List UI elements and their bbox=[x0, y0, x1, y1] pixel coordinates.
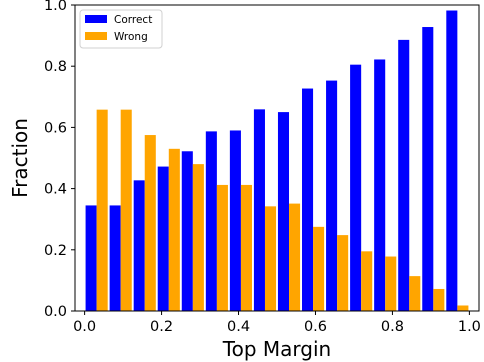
bar-correct-10 bbox=[326, 80, 338, 311]
y-tick-label: 0.4 bbox=[44, 182, 67, 198]
bar-wrong-0 bbox=[96, 109, 108, 312]
y-tick-label: 0.2 bbox=[44, 243, 67, 259]
x-tick-label: 0.2 bbox=[150, 319, 173, 335]
bar-wrong-9 bbox=[313, 226, 325, 311]
y-tick-label: 1.0 bbox=[44, 0, 67, 14]
y-axis-ticks: 0.0 0.2 0.4 0.6 0.8 1.0 bbox=[44, 0, 75, 320]
bar-wrong-14 bbox=[433, 288, 445, 311]
bar-correct-1 bbox=[109, 205, 121, 311]
bar-correct-15 bbox=[446, 10, 458, 311]
bar-wrong-11 bbox=[361, 251, 373, 311]
x-tick-label: 0.4 bbox=[227, 319, 250, 335]
y-tick-label: 0.8 bbox=[44, 59, 67, 75]
bar-correct-0 bbox=[85, 205, 97, 311]
bar-wrong-4 bbox=[192, 164, 204, 311]
bar-correct-5 bbox=[205, 131, 217, 311]
x-tick-label: 0.0 bbox=[73, 319, 96, 335]
bar-correct-2 bbox=[133, 180, 145, 311]
legend-label-correct: Correct bbox=[114, 14, 152, 26]
bar-wrong-7 bbox=[264, 206, 277, 311]
bar-correct-9 bbox=[302, 88, 314, 311]
bar-wrong-2 bbox=[144, 135, 156, 311]
bar-correct-3 bbox=[157, 166, 169, 311]
bar-wrong-6 bbox=[240, 184, 252, 311]
x-tick-label: 0.8 bbox=[381, 319, 404, 335]
bars-layer bbox=[85, 10, 469, 312]
bar-wrong-13 bbox=[409, 276, 421, 311]
bar-correct-7 bbox=[253, 109, 265, 311]
bar-correct-12 bbox=[374, 59, 386, 311]
y-axis-label: Fraction bbox=[8, 118, 32, 198]
plot-frame bbox=[74, 4, 480, 312]
bar-correct-4 bbox=[181, 151, 193, 311]
legend-swatch-wrong bbox=[85, 32, 107, 40]
bar-wrong-8 bbox=[289, 203, 301, 311]
bar-wrong-1 bbox=[120, 109, 132, 312]
bar-wrong-12 bbox=[385, 256, 397, 311]
bar-correct-11 bbox=[350, 64, 362, 311]
bar-correct-8 bbox=[277, 112, 290, 311]
legend-label-wrong: Wrong bbox=[114, 31, 148, 43]
x-tick-label: 1.0 bbox=[458, 319, 481, 335]
bar-wrong-5 bbox=[216, 184, 228, 311]
bar-correct-13 bbox=[398, 39, 410, 311]
bar-correct-14 bbox=[422, 27, 434, 312]
bar-wrong-15 bbox=[457, 305, 469, 311]
legend-swatch-correct bbox=[85, 15, 107, 23]
bar-wrong-10 bbox=[337, 235, 349, 311]
bar-wrong-3 bbox=[168, 148, 180, 311]
legend: Correct Wrong bbox=[79, 9, 163, 49]
x-tick-label: 0.6 bbox=[304, 319, 327, 335]
x-axis-ticks: 0.0 0.2 0.4 0.6 0.8 1.0 bbox=[73, 311, 481, 335]
y-tick-label: 0.6 bbox=[44, 120, 67, 136]
x-axis-label: Top Margin bbox=[222, 337, 331, 361]
bar-correct-6 bbox=[229, 130, 241, 311]
y-tick-label: 0.0 bbox=[44, 304, 67, 320]
